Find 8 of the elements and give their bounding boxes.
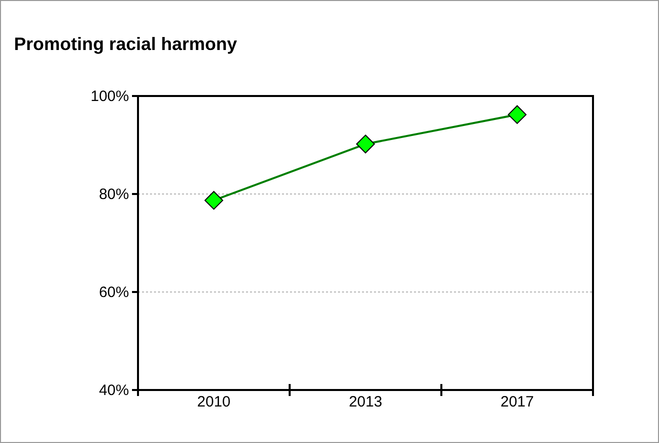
x-tick-label: 2017 (500, 394, 534, 410)
y-tick-label: 80% (98, 186, 129, 203)
chart-title: Promoting racial harmony (14, 34, 238, 54)
y-tick-label: 60% (98, 284, 129, 301)
y-tick-label: 40% (98, 382, 129, 399)
y-tick-label: 100% (90, 88, 129, 105)
x-tick-label: 2010 (197, 394, 231, 410)
x-tick-label: 2013 (348, 394, 382, 410)
